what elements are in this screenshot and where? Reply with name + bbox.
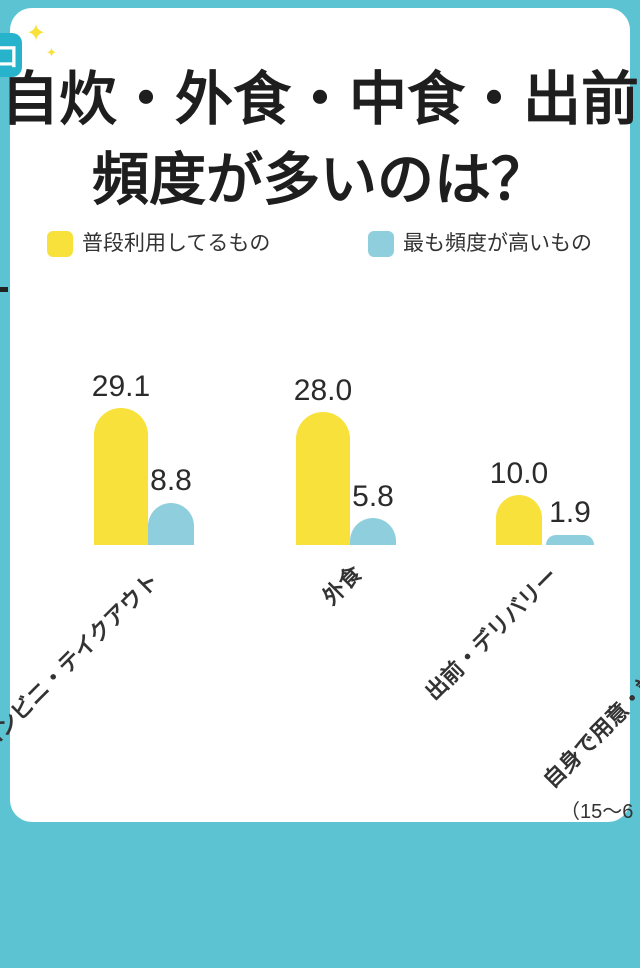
- footnote: （15〜6: [560, 801, 634, 823]
- bar-usual-group3: [496, 495, 542, 545]
- value-label-most-group2: 5.8: [352, 480, 394, 513]
- bar-usual-group2: [296, 412, 350, 545]
- legend-swatch-blue: [368, 231, 394, 257]
- value-label-usual-group2: 28.0: [293, 374, 353, 407]
- bar-most-group2: [350, 518, 396, 545]
- legend-item-usual: 普段利用してるもの: [47, 230, 270, 258]
- bar-usual-group1: [94, 408, 148, 545]
- value-label-most-group3: 1.9: [549, 496, 591, 529]
- value-label-most-group1: 8.8: [150, 464, 192, 497]
- legend-swatch-yellow: [47, 231, 73, 257]
- chart-title-line2: 頻度が多いのは？: [92, 148, 548, 212]
- legend-item-most: 最も頻度が高いもの: [368, 230, 592, 258]
- sparkle-icon: ✦: [46, 45, 57, 60]
- brand-badge-text: ロ: [0, 41, 19, 72]
- value-label-usual-group3: 10.0: [489, 457, 549, 490]
- bar-most-group3: [546, 535, 594, 545]
- axis-tick-fragment: [0, 287, 8, 292]
- category-label-group2: 外食: [317, 560, 367, 610]
- legend-label-most: 最も頻度が高いもの: [403, 232, 592, 255]
- chart-title-line1: 自炊・外食・中食・出前: [0, 67, 639, 132]
- axis-line-fragment: [0, 308, 4, 354]
- brand-badge: ロ: [0, 33, 22, 77]
- value-label-usual-group1: 29.1: [91, 370, 151, 403]
- sparkle-icon: ✦: [26, 20, 47, 47]
- bar-most-group1: [148, 503, 194, 545]
- content-layer: ロ ✦ ✦ 自炊・外食・中食・出前 頻度が多いのは？ 普段利用してるもの 最も頻…: [0, 20, 640, 823]
- legend-label-usual: 普段利用してるもの: [82, 232, 271, 255]
